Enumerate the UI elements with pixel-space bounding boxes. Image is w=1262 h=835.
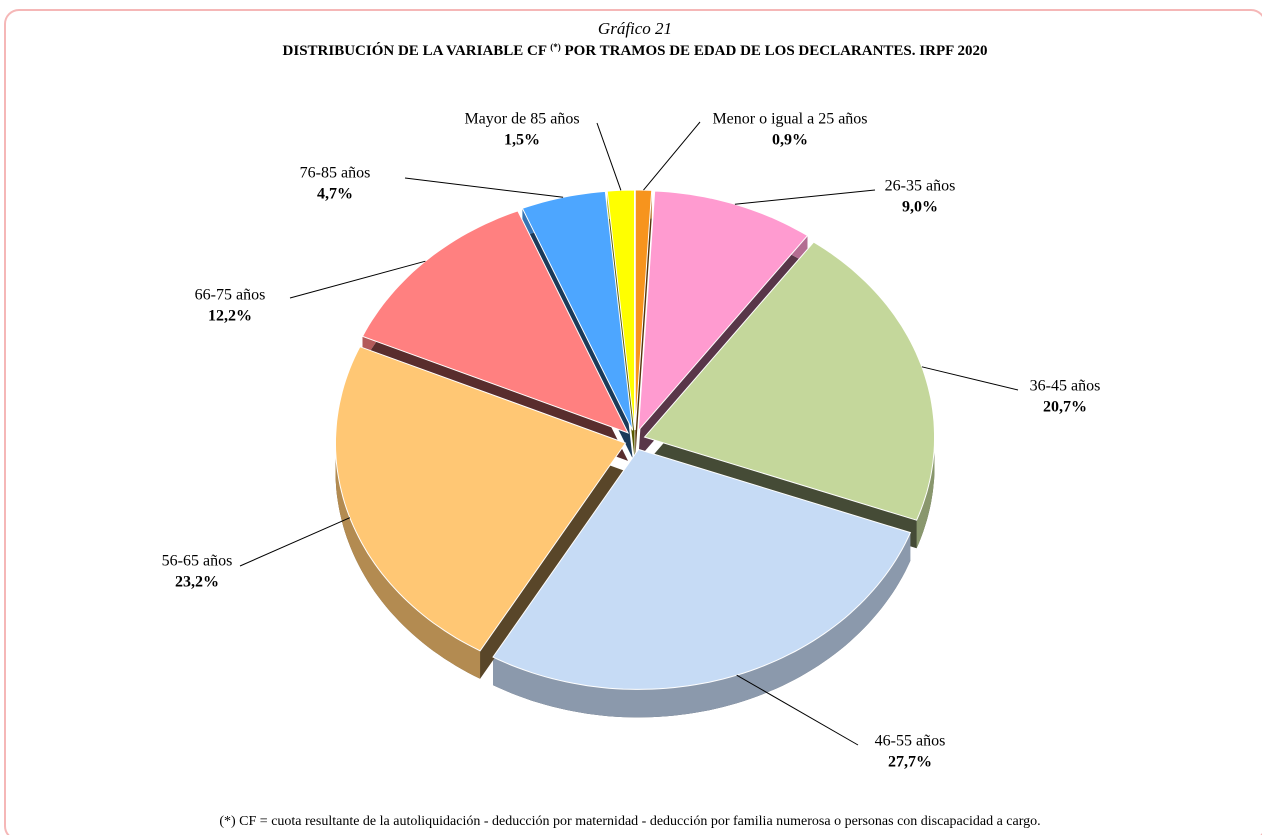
chart-label: Gráfico 21 [598,19,672,38]
category-label: 66-75 años [195,287,266,304]
footnote: (*) CF = cuota resultante de la autoliqu… [219,814,1040,829]
frame [4,9,1262,835]
category-label: 46-55 años [875,733,946,750]
chart-title: DISTRIBUCIÓN DE LA VARIABLE CF (*) POR T… [283,39,988,59]
leader-line [289,260,426,299]
leader-line [239,517,351,567]
title-note: (*) [550,42,561,52]
value-label: 1,5% [504,132,540,149]
leader-line [921,366,1019,391]
slice [643,241,935,521]
leader-line [596,122,622,191]
leader-line [404,177,564,198]
title-main: DISTRIBUCIÓN DE LA VARIABLE CF [283,42,547,59]
slice [361,210,630,434]
value-label: 12,2% [208,308,252,325]
category-label: Mayor de 85 años [464,111,579,128]
value-label: 9,0% [902,199,938,216]
slice-side [493,532,911,718]
value-label: 23,2% [175,574,219,591]
value-label: 4,7% [317,186,353,203]
category-label: 26-35 años [885,178,956,195]
leader-line [736,674,859,746]
leader-line [734,189,876,205]
category-label: 36-45 años [1030,378,1101,395]
slices [335,189,935,690]
value-label: 0,9% [772,132,808,149]
value-label: 27,7% [888,754,932,771]
labels: Menor o igual a 25 años 0,9% 26-35 años 9,0… [162,111,1101,771]
leader-line [643,121,701,191]
value-label: 20,7% [1043,399,1087,416]
category-label: 56-65 años [162,553,233,570]
title-rest: POR TRAMOS DE EDAD DE LOS DECLARANTES. I… [565,43,988,59]
category-label: 76-85 años [300,165,371,182]
category-label: Menor o igual a 25 años [712,111,867,128]
